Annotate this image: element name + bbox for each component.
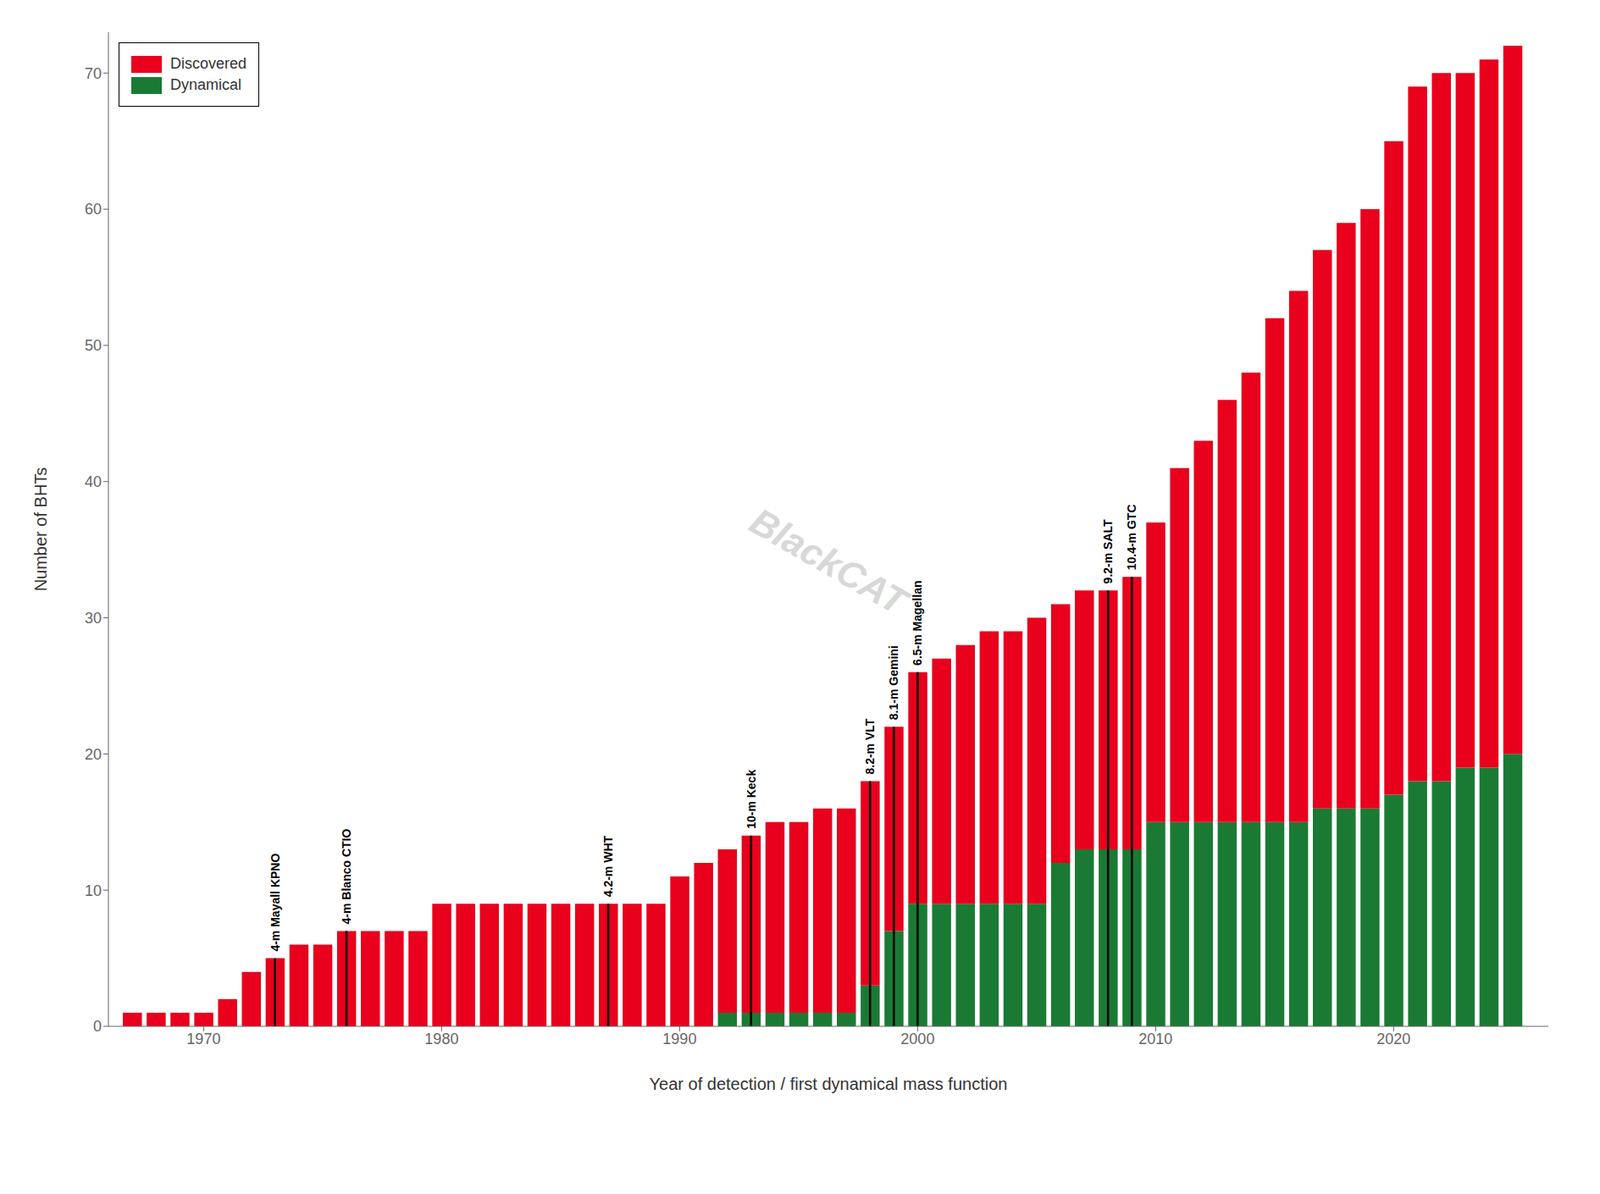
svg-text:70: 70: [84, 65, 102, 83]
svg-text:1980: 1980: [424, 1030, 459, 1048]
svg-text:30: 30: [84, 609, 102, 627]
svg-text:8.2-m VLT: 8.2-m VLT: [863, 718, 877, 775]
svg-text:8.1-m Gemini: 8.1-m Gemini: [886, 645, 901, 720]
svg-text:60: 60: [84, 200, 102, 218]
html-text:BlackCAT: BlackCAT: [743, 499, 915, 623]
svg-text:2010: 2010: [1138, 1030, 1173, 1048]
svg-text:20: 20: [84, 746, 102, 764]
svg-text:50: 50: [84, 337, 102, 355]
svg-text:2020: 2020: [1376, 1030, 1411, 1048]
svg-text:1990: 1990: [662, 1030, 697, 1048]
svg-text:2000: 2000: [900, 1030, 935, 1048]
svg-text:10-m Keck: 10-m Keck: [744, 769, 759, 830]
svg-text:6.5-m Magellan: 6.5-m Magellan: [910, 580, 925, 665]
svg-text:4-m Blanco CTIO: 4-m Blanco CTIO: [339, 829, 354, 925]
svg-text:1970: 1970: [186, 1030, 221, 1048]
svg-text:Number of BHTs: Number of BHTs: [31, 467, 50, 593]
svg-text:40: 40: [84, 473, 102, 491]
svg-text:4-m Mayall KPNO: 4-m Mayall KPNO: [268, 853, 283, 953]
html-text:Discovered: Discovered: [170, 55, 247, 72]
svg-text:4.2-m WHT: 4.2-m WHT: [601, 835, 615, 897]
svg-text:9.2-m SALT: 9.2-m SALT: [1101, 519, 1115, 584]
svg-text:0: 0: [93, 1018, 102, 1036]
html-text:Dynamical: Dynamical: [170, 76, 242, 94]
svg-text:10: 10: [84, 882, 102, 900]
svg-text:10.4-m GTC: 10.4-m GTC: [1124, 503, 1139, 571]
svg-text:Year of detection / first dyna: Year of detection / first dynamical mass…: [649, 1074, 1008, 1094]
